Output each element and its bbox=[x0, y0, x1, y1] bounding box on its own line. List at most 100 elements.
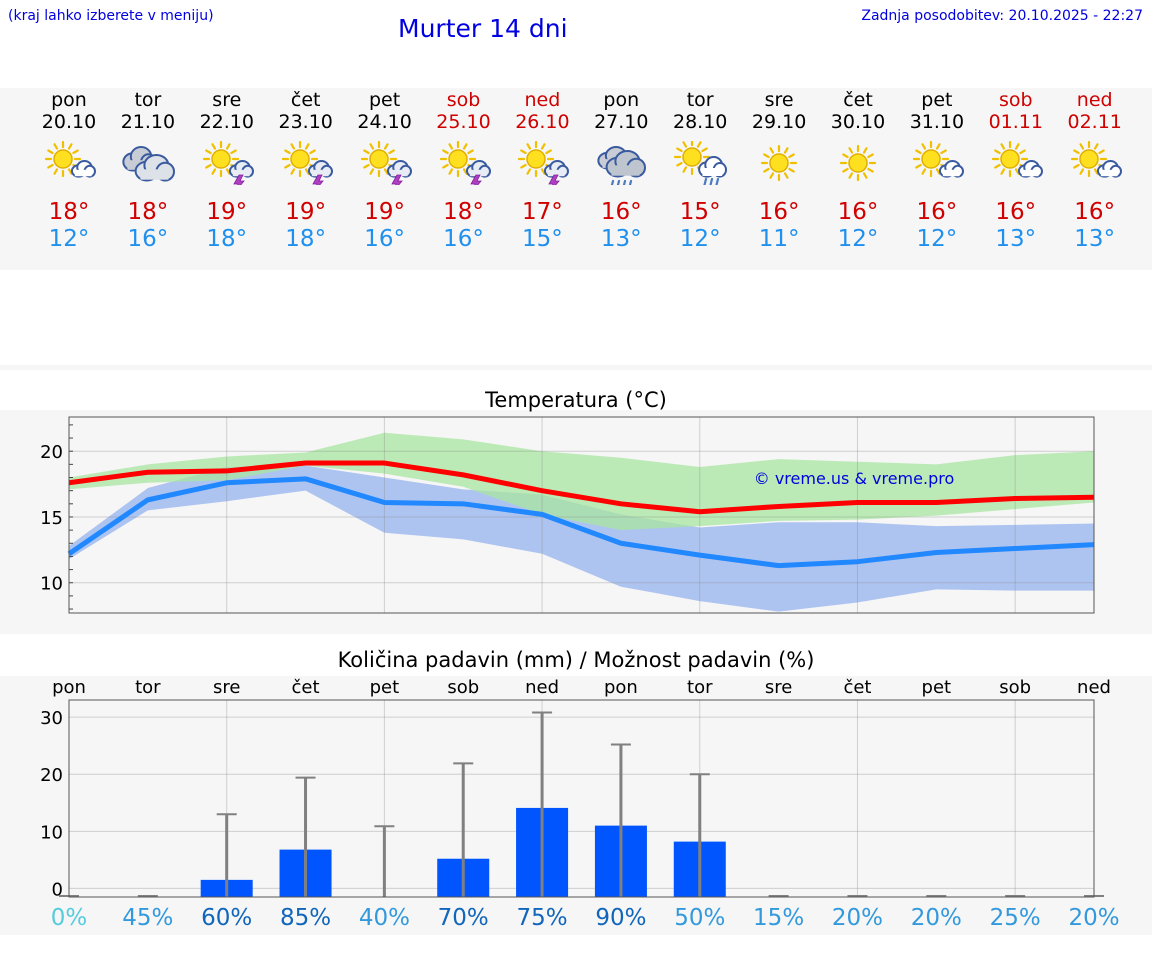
precipitation-probability: 90% bbox=[595, 905, 647, 931]
y-tick-label: 10 bbox=[40, 574, 63, 595]
x-tick-label: sob bbox=[447, 677, 479, 698]
min-temperature: 18° bbox=[285, 226, 327, 252]
precipitation-error-bar bbox=[216, 813, 237, 897]
location-hint[interactable]: (kraj lahko izberete v meniju) bbox=[8, 8, 214, 24]
max-temperature: 16° bbox=[600, 199, 642, 225]
precipitation-error-bar bbox=[532, 711, 553, 897]
x-tick-label: tor bbox=[687, 677, 713, 698]
max-temperature: 19° bbox=[285, 199, 327, 225]
y-tick-label: 20 bbox=[40, 442, 63, 463]
day-name: pon bbox=[51, 89, 87, 111]
x-tick-label: tor bbox=[135, 677, 161, 698]
day-name: sre bbox=[764, 89, 794, 111]
plot-area bbox=[69, 700, 1094, 897]
day-name: sre bbox=[212, 89, 242, 111]
day-column: ned 02.11 16° 13° bbox=[1060, 89, 1130, 253]
precipitation-probability: 25% bbox=[989, 905, 1041, 931]
day-column: čet 23.10 19° 18° bbox=[271, 89, 341, 253]
min-temperature-line bbox=[67, 476, 1095, 569]
min-temperature: 13° bbox=[1074, 226, 1116, 252]
min-temperature: 16° bbox=[127, 226, 169, 252]
precipitation-probability: 75% bbox=[516, 905, 568, 931]
min-temperature: 12° bbox=[837, 226, 879, 252]
day-name: pet bbox=[921, 89, 953, 111]
y-tick-label: 10 bbox=[40, 822, 63, 843]
precipitation-probability: 45% bbox=[122, 905, 174, 931]
sun-cloud-thunder-icon bbox=[281, 141, 333, 185]
x-tick-label: pet bbox=[370, 677, 400, 698]
min-temperature: 18° bbox=[206, 226, 248, 252]
x-tick-label: ned bbox=[525, 677, 559, 698]
precipitation-probability: 20% bbox=[831, 905, 884, 931]
max-temperature-line bbox=[68, 460, 1095, 515]
x-tick-label: ned bbox=[1077, 677, 1111, 698]
day-date: 01.11 bbox=[988, 111, 1043, 133]
day-column: pet 31.10 16° 12° bbox=[902, 89, 972, 253]
last-updated: Zadnja posodobitev: 20.10.2025 - 22:27 bbox=[861, 8, 1143, 24]
day-name: čet bbox=[290, 89, 321, 111]
sun-partly-cloudy-icon bbox=[912, 141, 964, 178]
x-tick-label: sob bbox=[999, 677, 1031, 698]
precipitation-probability: 0% bbox=[50, 905, 88, 931]
day-name: ned bbox=[524, 89, 561, 111]
precipitation-probability: 70% bbox=[437, 905, 489, 931]
precipitation-error-bar bbox=[453, 762, 474, 897]
max-temperature: 15° bbox=[679, 199, 721, 225]
day-name: sob bbox=[999, 89, 1033, 111]
max-temperature: 16° bbox=[1074, 199, 1116, 225]
forecast-band bbox=[0, 88, 1152, 270]
precipitation-error-bar bbox=[610, 743, 631, 897]
day-column: sre 29.10 16° 11° bbox=[744, 89, 814, 253]
sun-cloud-thunder-icon bbox=[360, 141, 412, 185]
max-temperature: 16° bbox=[916, 199, 958, 225]
day-date: 02.11 bbox=[1067, 111, 1122, 133]
day-name: pet bbox=[368, 89, 401, 111]
sun-partly-cloudy-icon bbox=[1070, 141, 1122, 178]
min-temperature: 13° bbox=[600, 226, 642, 252]
sun-cloud-rain-icon bbox=[674, 141, 728, 185]
x-tick-label: pon bbox=[52, 677, 86, 698]
min-temperature: 12° bbox=[48, 226, 90, 252]
precipitation-chart: 0 10 20 30 pon tor sre čet pet sob ned pon tor sre čet… bbox=[40, 677, 1111, 900]
day-name: čet bbox=[843, 89, 873, 111]
precipitation-error-bar bbox=[689, 773, 710, 897]
cloud-rain-icon bbox=[597, 146, 647, 185]
watermark: © vreme.us & vreme.pro bbox=[754, 469, 955, 488]
y-tick-label: 0 bbox=[52, 879, 63, 900]
day-column: sob 25.10 18° 16° bbox=[429, 89, 499, 253]
precipitation-probability: 20% bbox=[1068, 905, 1120, 931]
min-temperature: 12° bbox=[916, 226, 958, 252]
precipitation-chart-title: Količina padavin (mm) / Možnost padavin … bbox=[337, 648, 815, 672]
max-temperature: 17° bbox=[522, 199, 563, 225]
max-temperature: 19° bbox=[364, 199, 405, 225]
y-tick-label: 15 bbox=[40, 508, 63, 529]
x-tick-label: čet bbox=[292, 677, 320, 698]
min-temperature: 11° bbox=[758, 226, 800, 252]
day-date: 31.10 bbox=[909, 111, 965, 133]
x-tick-label: pet bbox=[922, 677, 952, 698]
precipitation-probability: 15% bbox=[753, 905, 805, 931]
day-date: 21.10 bbox=[120, 111, 176, 133]
min-temperature: 13° bbox=[995, 226, 1037, 252]
day-name: sob bbox=[446, 89, 481, 111]
x-tick-label: pon bbox=[604, 677, 638, 698]
precipitation-error-bar bbox=[295, 776, 316, 897]
day-date: 23.10 bbox=[278, 111, 333, 133]
day-date: 30.10 bbox=[830, 111, 886, 133]
sun-icon bbox=[760, 144, 798, 182]
day-column: sre 22.10 19° 18° bbox=[192, 89, 262, 253]
day-date: 25.10 bbox=[436, 111, 491, 133]
day-date: 24.10 bbox=[357, 111, 412, 133]
day-column: čet 30.10 16° 12° bbox=[823, 89, 893, 253]
day-date: 28.10 bbox=[672, 111, 728, 133]
day-name: tor bbox=[686, 89, 714, 111]
max-temperature: 16° bbox=[837, 199, 879, 225]
day-column: ned 26.10 17° 15° bbox=[507, 89, 577, 253]
precipitation-probability: 20% bbox=[910, 905, 962, 931]
sun-partly-cloudy-icon bbox=[44, 141, 97, 178]
day-column: pon 20.10 18° 12° bbox=[34, 89, 104, 253]
section-divider bbox=[0, 365, 1152, 370]
day-name: tor bbox=[134, 89, 162, 111]
day-date: 22.10 bbox=[199, 111, 254, 133]
day-column: pet 24.10 19° 16° bbox=[350, 89, 420, 253]
